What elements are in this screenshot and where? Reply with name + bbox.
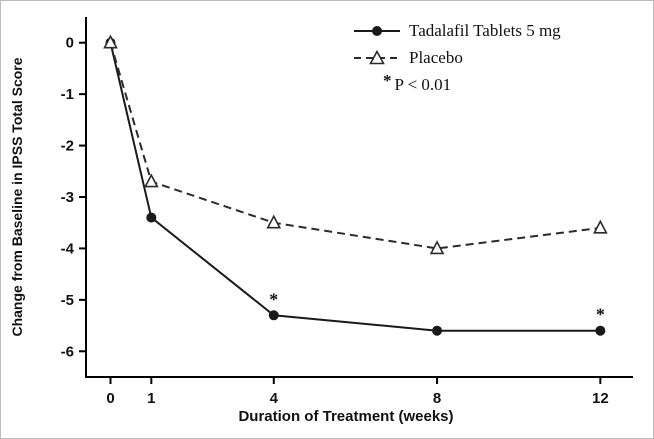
significance-note: * P < 0.01 [353,71,561,95]
data-marker-circle-icon [146,212,157,223]
significance-note-text: P < 0.01 [394,75,452,94]
y-tick-label: -2 [61,138,74,155]
significance-star: * [269,289,278,309]
y-tick-label: -6 [61,343,74,360]
data-marker-triangle-icon [429,240,445,255]
y-tick-label: -1 [61,86,74,103]
x-tick-label: 12 [592,390,609,407]
data-marker-triangle-icon [103,34,118,49]
data-marker-circle-icon [268,310,279,321]
legend: Tadalafil Tablets 5 mg Placebo * P < 0.01 [353,17,561,95]
x-tick-label: 8 [433,390,441,407]
significance-star-symbol: * [383,71,392,90]
y-tick-label: -4 [61,240,75,257]
x-tick-label: 4 [270,390,279,407]
y-tick-label: -3 [61,189,74,206]
y-tick-label: 0 [66,35,74,52]
data-marker-circle-icon [432,325,443,336]
x-tick-label: 0 [106,390,114,407]
tadalafil-line-sample-icon [354,25,400,36]
data-marker-triangle-icon [266,214,282,229]
legend-item-placebo: Placebo [353,44,561,71]
y-axis-label: Change from Baseline in IPSS Total Score [9,57,25,337]
placebo-line-sample-icon [354,49,400,64]
data-marker-triangle-icon [593,219,608,234]
x-tick-label: 1 [147,390,155,407]
legend-label-placebo: Placebo [409,47,463,67]
data-marker-circle-icon [595,325,606,336]
x-axis-label: Duration of Treatment (weeks) [238,408,454,425]
significance-star: * [596,305,605,325]
legend-item-tadalafil: Tadalafil Tablets 5 mg [353,17,561,44]
legend-label-tadalafil: Tadalafil Tablets 5 mg [409,20,561,40]
y-tick-label: -5 [61,292,74,309]
data-marker-triangle-icon [143,173,159,188]
